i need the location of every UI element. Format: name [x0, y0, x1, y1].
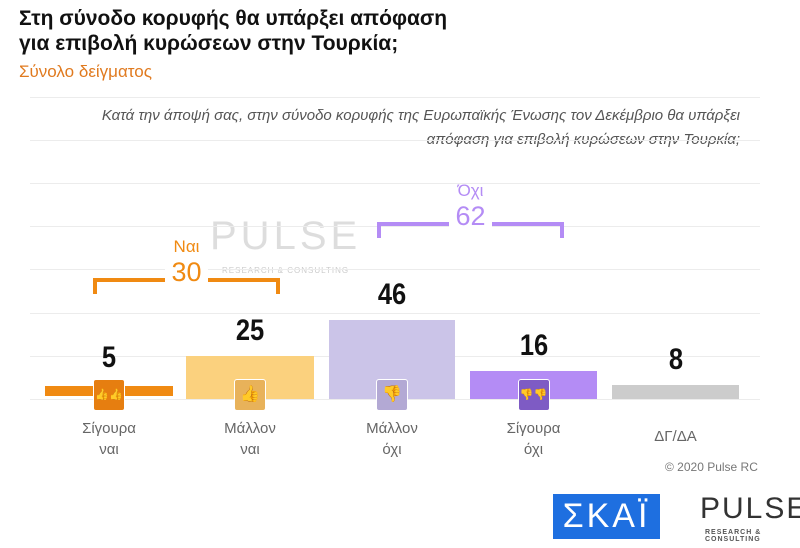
group-name: Όχι	[457, 181, 484, 200]
category-line: ναι	[240, 441, 260, 458]
pulse-logo: PULSE	[700, 492, 800, 525]
thumbs-up-icon: 👍	[234, 379, 266, 411]
copyright: © 2020 Pulse RC	[665, 460, 758, 474]
category-line: Σίγουρα	[82, 420, 136, 437]
category-line: Σίγουρα	[506, 420, 561, 437]
gridline	[30, 183, 760, 184]
category-line: ΔΓ/ΔΑ	[654, 428, 697, 445]
category-label: Μάλλον ναι	[185, 418, 315, 460]
bar	[612, 385, 739, 399]
category-line: όχι	[523, 441, 544, 458]
category-label: ΔΓ/ΔΑ	[611, 426, 741, 447]
category-line: Μάλλον	[366, 420, 418, 437]
value-label: 5	[101, 341, 117, 374]
double-thumbs-up-icon: 👍👍	[93, 379, 125, 411]
category-line: ναι	[99, 441, 119, 458]
double-thumbs-down-icon: 👎👎	[517, 379, 550, 411]
pulse-watermark: PULSE	[210, 214, 362, 258]
chart-subtitle: Σύνολο δείγματος	[19, 62, 152, 81]
category-label: Σίγουρα όχι	[469, 418, 599, 460]
gridline	[30, 269, 760, 270]
pulse-tagline: RESEARCH & CONSULTING	[705, 529, 762, 543]
group-total: 62	[449, 202, 492, 230]
group-name: Ναι	[173, 237, 200, 256]
skai-logo: ΣΚΑΪ	[553, 494, 660, 539]
value-label: 46	[377, 277, 407, 311]
value-label: 8	[668, 343, 683, 377]
group-label: Ναι 30	[93, 236, 280, 292]
pulse-watermark-sub: RESEARCH & CONSULTING	[222, 266, 350, 275]
category-line: όχι	[382, 441, 402, 458]
gridline	[30, 313, 760, 314]
category-line: Μάλλον	[224, 420, 276, 437]
thumbs-down-icon: 👎	[376, 379, 408, 411]
chart-title: Στη σύνοδο κορυφής θα υπάρξει απόφαση γι…	[19, 7, 448, 55]
gridline	[30, 97, 760, 98]
value-label: 25	[235, 314, 265, 347]
group-label: Όχι 62	[377, 180, 564, 236]
value-label: 16	[519, 329, 548, 363]
category-label: Σίγουρα ναι	[44, 418, 174, 460]
category-label: Μάλλον όχι	[327, 418, 457, 460]
question-text: Κατά την άποψή σας, στην σύνοδο κορυφής …	[101, 107, 740, 148]
gridline	[30, 226, 760, 227]
group-total: 30	[165, 258, 208, 286]
gridline	[30, 140, 760, 141]
